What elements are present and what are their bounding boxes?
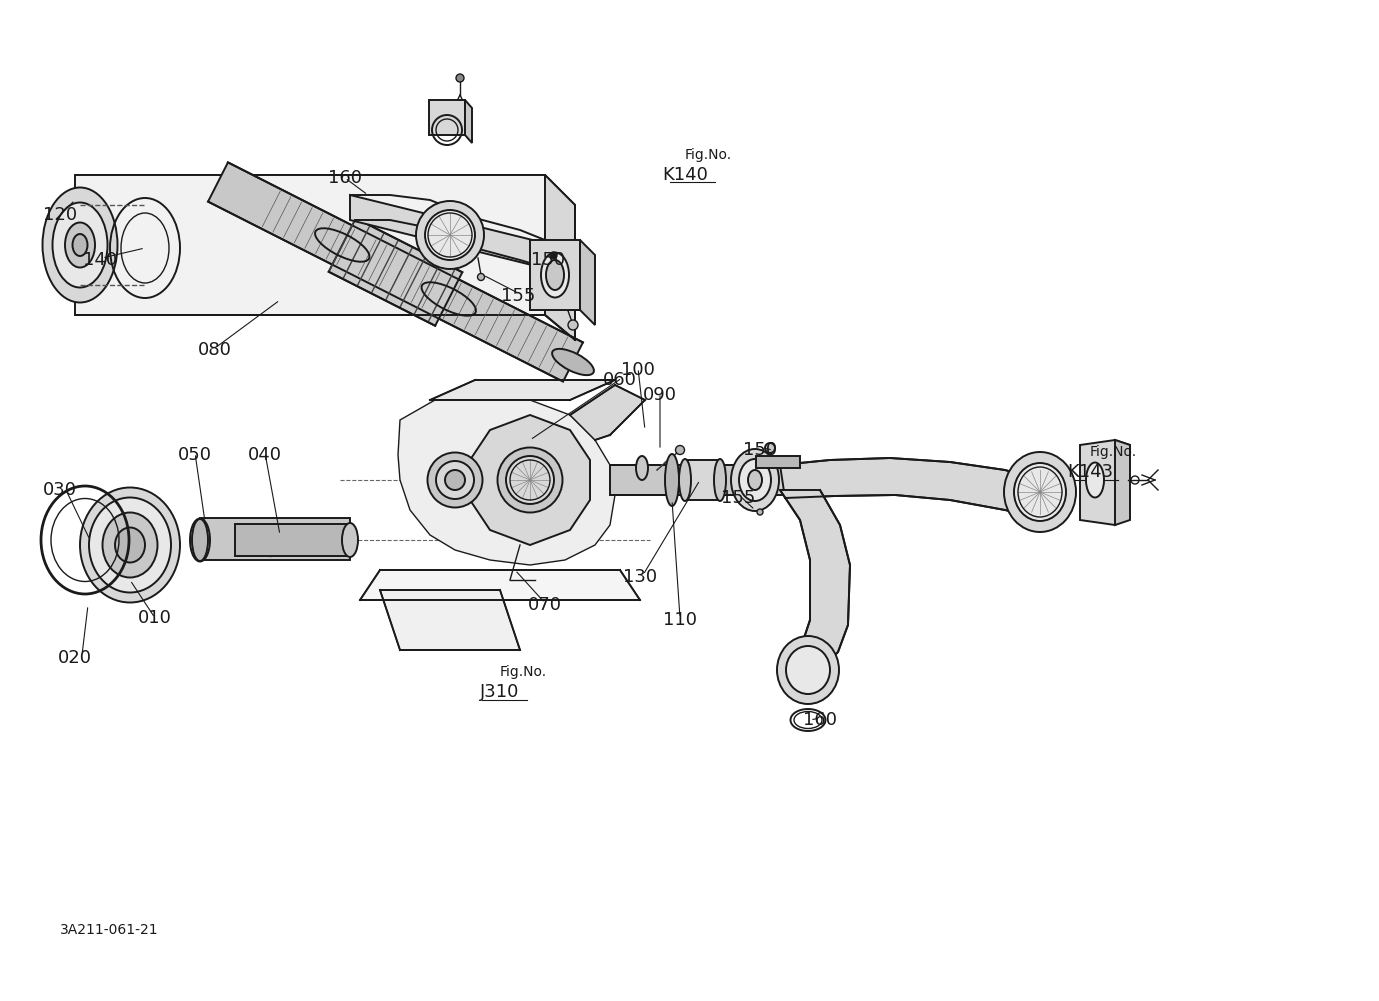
Text: 020: 020 (58, 649, 92, 667)
Ellipse shape (102, 513, 157, 578)
Polygon shape (756, 456, 800, 468)
Polygon shape (74, 175, 545, 315)
Text: 150: 150 (531, 251, 565, 269)
Text: 130: 130 (623, 568, 656, 586)
Text: K143: K143 (1067, 463, 1113, 481)
Polygon shape (581, 240, 594, 325)
Polygon shape (200, 518, 350, 560)
Text: 090: 090 (643, 386, 677, 404)
Polygon shape (750, 468, 870, 495)
Ellipse shape (52, 202, 108, 287)
Polygon shape (1080, 440, 1129, 525)
Text: K140: K140 (662, 166, 707, 184)
Polygon shape (399, 395, 615, 565)
Text: 150: 150 (743, 441, 776, 459)
Polygon shape (430, 380, 615, 400)
Text: 110: 110 (663, 611, 696, 629)
Polygon shape (74, 175, 575, 205)
Ellipse shape (114, 528, 145, 563)
Text: 3A211-061-21: 3A211-061-21 (61, 923, 159, 937)
Ellipse shape (757, 509, 763, 515)
Ellipse shape (541, 252, 570, 297)
Ellipse shape (747, 470, 763, 490)
Text: 100: 100 (621, 361, 655, 379)
Ellipse shape (477, 273, 484, 280)
Text: Fig.No.: Fig.No. (685, 148, 732, 162)
Ellipse shape (342, 523, 359, 557)
Ellipse shape (80, 487, 181, 603)
Ellipse shape (552, 349, 594, 375)
Ellipse shape (786, 646, 830, 694)
Ellipse shape (192, 519, 208, 561)
Text: 160: 160 (803, 711, 837, 729)
Text: 060: 060 (603, 371, 637, 389)
Polygon shape (208, 162, 583, 381)
Text: 140: 140 (83, 251, 117, 269)
Text: 030: 030 (43, 481, 77, 499)
Text: 155: 155 (501, 287, 535, 305)
Polygon shape (470, 415, 590, 545)
Text: 120: 120 (43, 206, 77, 224)
Polygon shape (1116, 440, 1129, 525)
Text: 040: 040 (248, 446, 281, 464)
Ellipse shape (731, 449, 779, 511)
Polygon shape (429, 100, 465, 135)
Polygon shape (781, 458, 1040, 518)
Text: 160: 160 (328, 169, 363, 187)
Ellipse shape (427, 452, 483, 508)
Polygon shape (465, 100, 472, 143)
Text: Fig.No.: Fig.No. (1089, 445, 1138, 459)
Ellipse shape (714, 459, 725, 500)
Ellipse shape (636, 456, 648, 480)
Ellipse shape (456, 74, 463, 82)
Polygon shape (610, 465, 760, 495)
Ellipse shape (65, 222, 95, 267)
Text: 010: 010 (138, 609, 172, 627)
Ellipse shape (676, 445, 684, 454)
Polygon shape (685, 460, 720, 500)
Polygon shape (328, 218, 462, 325)
Polygon shape (781, 490, 849, 665)
Ellipse shape (678, 459, 691, 500)
Ellipse shape (739, 459, 771, 500)
Ellipse shape (416, 201, 484, 269)
Polygon shape (381, 590, 520, 650)
Ellipse shape (436, 461, 474, 499)
Polygon shape (570, 385, 645, 440)
Ellipse shape (190, 519, 210, 562)
Ellipse shape (445, 470, 465, 490)
Ellipse shape (498, 447, 563, 513)
Ellipse shape (776, 636, 838, 704)
Text: 070: 070 (528, 596, 563, 614)
Text: 050: 050 (178, 446, 212, 464)
Ellipse shape (1087, 462, 1105, 497)
Text: Fig.No.: Fig.No. (501, 665, 547, 679)
Ellipse shape (568, 320, 578, 330)
Text: 080: 080 (199, 341, 232, 359)
Ellipse shape (765, 443, 775, 453)
Ellipse shape (546, 260, 564, 290)
Polygon shape (530, 240, 581, 310)
Polygon shape (545, 175, 575, 340)
Polygon shape (350, 195, 565, 272)
Ellipse shape (90, 497, 171, 593)
Polygon shape (234, 524, 350, 556)
Text: J310: J310 (480, 683, 520, 701)
Polygon shape (360, 570, 640, 600)
Ellipse shape (73, 234, 87, 256)
Ellipse shape (506, 456, 554, 504)
Ellipse shape (1004, 452, 1076, 532)
Ellipse shape (1014, 463, 1066, 521)
Text: 155: 155 (721, 489, 756, 507)
Ellipse shape (43, 187, 117, 302)
Ellipse shape (425, 210, 474, 260)
Ellipse shape (665, 454, 678, 506)
